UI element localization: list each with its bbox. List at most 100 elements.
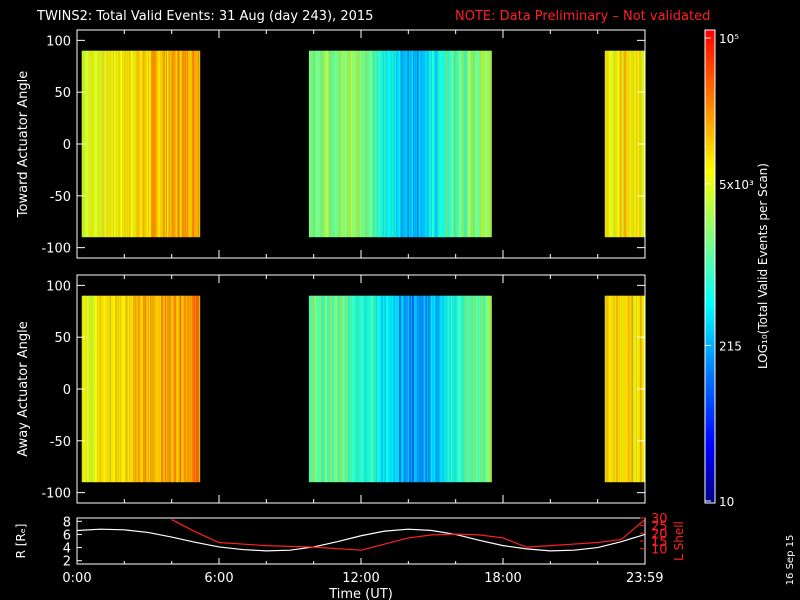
heatmap-cell [180, 295, 182, 483]
x-tick-label: 6:00 [204, 571, 233, 586]
heatmap-cell [474, 50, 476, 238]
heatmap-cell [479, 295, 481, 483]
heatmap-cell [420, 295, 422, 483]
heatmap-cell [397, 50, 399, 238]
y-tick-label: -50 [50, 435, 71, 450]
heatmap-cell [478, 50, 480, 238]
heatmap-cell [330, 295, 332, 483]
heatmap-cell [449, 295, 451, 483]
heatmap-cell [334, 50, 336, 238]
heatmap-cell [198, 50, 200, 238]
heatmap-cell [621, 295, 623, 483]
heatmap-cell [460, 50, 462, 238]
heatmap-cell [487, 295, 489, 483]
heatmap-cell [488, 295, 490, 483]
heatmap-cell [614, 50, 616, 238]
heatmap-cell [177, 295, 179, 483]
heatmap-cell [342, 50, 344, 238]
heatmap-cell [176, 295, 178, 483]
heatmap-cell [147, 50, 149, 238]
y-tick-label: -50 [50, 190, 71, 205]
heatmap-cell [457, 50, 459, 238]
heatmap-cell [313, 295, 315, 483]
heatmap-cell [97, 295, 99, 483]
heatmap-cell [454, 295, 456, 483]
heatmap-cell [365, 50, 367, 238]
heatmap-cell [610, 50, 612, 238]
heatmap-cell [164, 295, 166, 483]
heatmap-cell [153, 50, 155, 238]
heatmap-cell [462, 295, 464, 483]
heatmap-cell [141, 295, 143, 483]
heatmap-cell [152, 50, 154, 238]
heatmap-cell [99, 295, 101, 483]
heatmap-cell [325, 50, 328, 238]
heatmap-cell [357, 50, 359, 238]
heatmap-cell [616, 295, 618, 483]
heatmap-cell [378, 295, 380, 483]
orbit-panel-frame [76, 517, 646, 565]
heatmap-cell [143, 50, 145, 238]
heatmap-cell [160, 295, 162, 483]
heatmap-cell [415, 295, 417, 483]
heatmap-cell [130, 295, 132, 483]
heatmap-cell [121, 50, 123, 238]
heatmap-cell [94, 295, 97, 483]
heatmap-cell [190, 50, 192, 238]
heatmap-cell [387, 50, 389, 238]
heatmap-cell [449, 50, 451, 238]
heatmap-cell [395, 50, 397, 238]
heatmap-cell [159, 295, 161, 483]
heatmap-cell [431, 295, 433, 483]
heatmap-cell [177, 50, 179, 238]
heatmap-cell [365, 295, 367, 483]
heatmap-cell [441, 50, 443, 238]
heatmap-cell [122, 295, 124, 483]
colorbar-ticks: 10⁵ 5x10³ 215 10 [705, 32, 754, 509]
heatmap-cell [359, 295, 361, 483]
heatmap-cell [171, 50, 173, 238]
heatmap-cell [87, 50, 89, 238]
heatmap-cell [441, 295, 443, 483]
heatmap-cell [94, 295, 96, 483]
heatmap-cell [414, 295, 416, 483]
heatmap-cell [472, 295, 474, 483]
heatmap-cell [109, 50, 111, 238]
heatmap-cell [343, 295, 346, 483]
heatmap-cell [467, 50, 469, 238]
heatmap-cell [443, 50, 445, 238]
heatmap-cell [144, 295, 146, 483]
heatmap-cell [345, 50, 347, 238]
heatmap-cell [156, 295, 158, 483]
heatmap-cell [149, 50, 151, 238]
heatmap-cell [618, 50, 621, 238]
heatmap-cell [349, 295, 351, 483]
heatmap-cell [384, 295, 386, 483]
heatmap-cell [181, 295, 183, 483]
heatmap-cell [447, 295, 449, 483]
heatmap-cell [380, 50, 382, 238]
heatmap-cell [101, 295, 103, 483]
heatmap-cell [308, 50, 310, 238]
heatmap-cell [418, 50, 420, 238]
heatmap-cell [120, 50, 122, 238]
heatmap-cell [444, 50, 446, 238]
heatmap-cell [142, 295, 144, 483]
heatmap-cell [140, 295, 142, 483]
heatmap-cell [86, 50, 88, 238]
heatmap-cell [178, 295, 180, 483]
heatmap-cell [478, 295, 480, 483]
heatmap-cell [319, 50, 321, 238]
toward-axes: 100 50 0 -50 -100 [41, 30, 646, 258]
heatmap-cell [344, 295, 346, 483]
heatmap-cell [483, 50, 485, 238]
heatmap-cell [485, 50, 488, 238]
heatmap-cell [383, 295, 385, 483]
heatmap-cell [486, 295, 488, 483]
heatmap-cell [161, 295, 163, 483]
heatmap-cell [389, 295, 391, 483]
heatmap-cell [414, 50, 416, 238]
heatmap-cell [627, 50, 629, 238]
heatmap-cell [320, 295, 322, 483]
heatmap-cell [143, 295, 145, 483]
